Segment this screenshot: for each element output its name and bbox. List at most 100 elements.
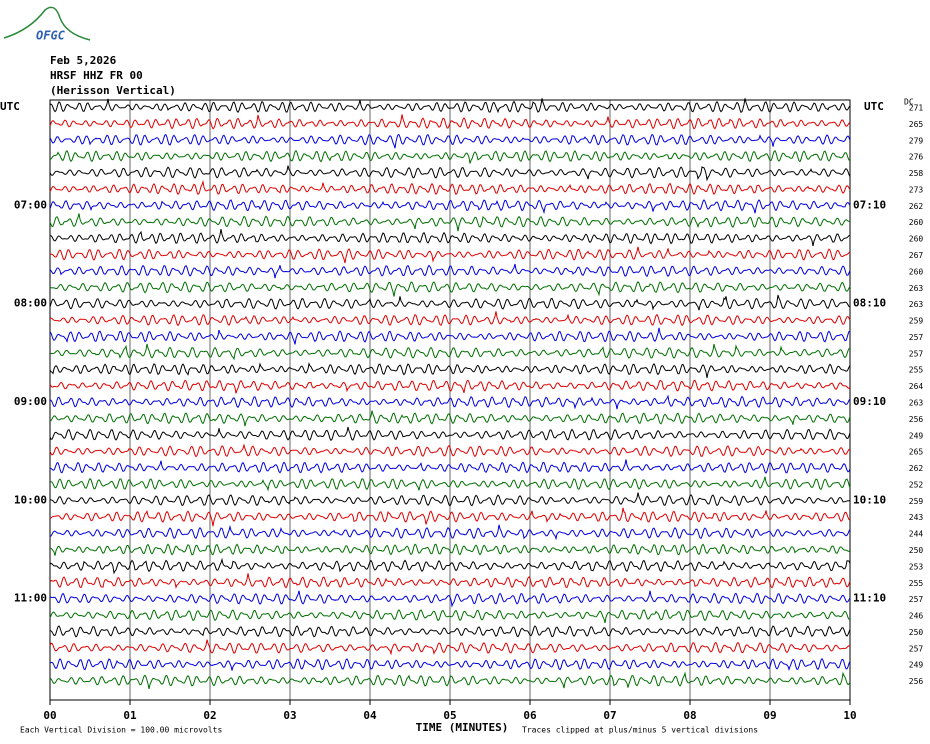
logo-mark: [3, 6, 91, 41]
x-tick-label: 05: [443, 709, 456, 722]
trace: [49, 246, 851, 264]
right-time-label: 07:10: [853, 198, 886, 211]
trace: [49, 343, 851, 361]
trace: [49, 379, 851, 394]
left-time-label: 08:00: [14, 297, 47, 310]
trace: [49, 199, 851, 215]
x-tick-label: 10: [843, 709, 856, 722]
header-line: Feb 5,2026: [50, 54, 117, 67]
trace: [49, 426, 851, 442]
trace: [49, 294, 851, 311]
trace: [49, 263, 851, 279]
x-tick-label: 00: [43, 709, 56, 722]
dc-value: 271: [909, 104, 924, 113]
dc-value: 249: [909, 661, 924, 670]
dc-value: 260: [909, 267, 924, 276]
trace: [49, 133, 851, 149]
footer-right: Traces clipped at plus/minus 5 vertical …: [522, 726, 758, 735]
header-line: (Herisson Vertical): [50, 84, 176, 97]
dc-label: DC: [904, 98, 914, 107]
dc-value: 260: [909, 235, 924, 244]
trace: [49, 557, 851, 575]
dc-value: 253: [909, 562, 924, 571]
dc-value: 252: [909, 480, 924, 489]
right-unit: UTC: [864, 100, 884, 113]
trace: [49, 213, 851, 232]
dc-value: 257: [909, 644, 924, 653]
trace: [49, 543, 851, 556]
dc-value: 273: [909, 185, 924, 194]
dc-value: 259: [909, 317, 924, 326]
trace: [49, 410, 851, 427]
right-time-label: 08:10: [853, 297, 886, 310]
trace: [49, 165, 851, 182]
trace: [50, 492, 851, 507]
x-tick-label: 07: [603, 709, 616, 722]
dc-value: 257: [909, 595, 924, 604]
trace: [49, 507, 851, 527]
dc-value: 250: [909, 628, 924, 637]
trace: [49, 625, 851, 638]
x-tick-label: 02: [203, 709, 216, 722]
trace: [49, 327, 851, 345]
x-tick-label: 01: [123, 709, 137, 722]
trace: [49, 280, 851, 297]
trace: [49, 609, 851, 624]
trace: [49, 311, 851, 327]
dc-value: 265: [909, 120, 924, 129]
dc-value: 256: [909, 677, 924, 686]
left-time-label: 10:00: [14, 493, 47, 506]
trace: [49, 149, 851, 164]
dc-value: 260: [909, 218, 924, 227]
trace: [49, 590, 851, 608]
trace: [49, 98, 851, 114]
trace: [49, 459, 851, 474]
trace: [49, 573, 851, 589]
left-time-label: 11:00: [14, 592, 47, 605]
dc-value: 276: [909, 153, 924, 162]
logo-text: OFGC: [36, 29, 66, 43]
dc-value: 265: [909, 448, 924, 457]
left-unit: UTC: [0, 100, 20, 113]
trace: [49, 394, 851, 410]
dc-value: 262: [909, 202, 924, 211]
dc-value: 244: [909, 530, 924, 539]
left-time-label: 09:00: [14, 395, 47, 408]
trace: [49, 524, 851, 541]
trace: [49, 114, 851, 130]
dc-value: 263: [909, 300, 924, 309]
trace: [49, 476, 851, 492]
dc-value: 249: [909, 431, 924, 440]
footer-left: Each Vertical Division = 100.00 microvol…: [20, 726, 222, 735]
right-time-label: 11:10: [853, 592, 886, 605]
header-line: HRSF HHZ FR 00: [50, 69, 143, 82]
dc-value: 257: [909, 333, 924, 342]
trace: [49, 657, 851, 671]
x-tick-label: 06: [523, 709, 537, 722]
dc-value: 255: [909, 579, 924, 588]
dc-value: 262: [909, 464, 924, 473]
dc-value: 257: [909, 349, 924, 358]
x-tick-label: 09: [763, 709, 776, 722]
trace: [49, 229, 851, 247]
x-tick-label: 04: [363, 709, 377, 722]
x-axis-title: TIME (MINUTES): [416, 721, 509, 734]
dc-value: 279: [909, 136, 924, 145]
trace: [49, 443, 851, 458]
dc-value: 267: [909, 251, 924, 260]
trace: [49, 639, 851, 656]
dc-value: 259: [909, 497, 924, 506]
dc-value: 250: [909, 546, 924, 555]
trace: [49, 179, 851, 196]
trace: [49, 671, 851, 690]
x-tick-label: 03: [283, 709, 296, 722]
dc-value: 243: [909, 513, 924, 522]
dc-value: 256: [909, 415, 924, 424]
left-time-label: 07:00: [14, 198, 47, 211]
dc-value: 264: [909, 382, 924, 391]
dc-value: 258: [909, 169, 924, 178]
right-time-label: 10:10: [853, 493, 886, 506]
dc-value: 263: [909, 284, 924, 293]
dc-value: 246: [909, 612, 924, 621]
